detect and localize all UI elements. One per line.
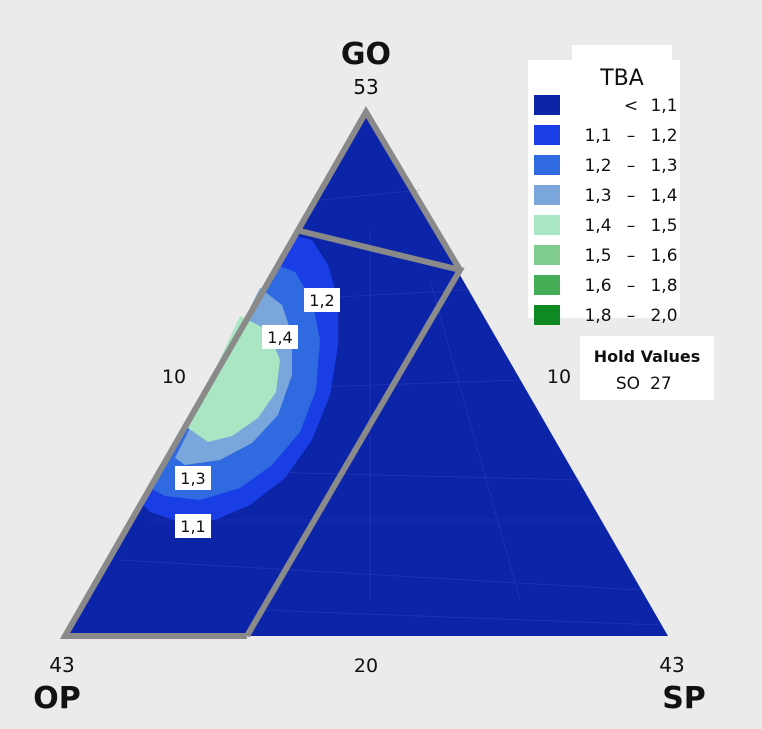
legend-swatch-0 [534, 95, 560, 115]
legend-high-5: 1,6 [650, 246, 677, 266]
legend-sep-0: < [624, 96, 638, 116]
triangle-outline [59, 106, 463, 639]
legend-sep-2: – [627, 156, 636, 176]
hold-values-box: Hold Values SO 27 [580, 336, 714, 400]
corner-max-op: 43 [49, 653, 74, 677]
corner-label-op: OP [33, 681, 81, 716]
legend-swatch-4 [534, 215, 560, 235]
legend-sep-7: – [627, 306, 636, 326]
svg-text:1,3: 1,3 [180, 469, 205, 488]
legend-sep-3: – [627, 186, 636, 206]
corner-label-sp: SP [662, 681, 706, 716]
legend-low-3: 1,3 [584, 186, 611, 206]
legend-sep-1: – [627, 126, 636, 146]
legend-low-6: 1,6 [584, 276, 611, 296]
legend-low-1: 1,1 [584, 126, 611, 146]
legend-low-2: 1,2 [584, 156, 611, 176]
svg-text:1,2: 1,2 [309, 291, 334, 310]
legend-swatch-1 [534, 125, 560, 145]
corner-max-go: 53 [353, 75, 378, 99]
legend-low-4: 1,4 [584, 216, 611, 236]
legend-swatch-6 [534, 275, 560, 295]
hold-values-title: Hold Values [594, 347, 700, 366]
contour-label-1-4: 1,4 [262, 325, 298, 349]
legend-sep-5: – [627, 246, 636, 266]
legend: TBA <1,11,1–1,21,2–1,31,3–1,41,4–1,51,5–… [528, 45, 680, 326]
contour-band-1-4-1-5 [188, 316, 280, 442]
corner-max-sp: 43 [659, 653, 684, 677]
corner-label-go: GO [341, 37, 391, 72]
contour-label-1-3: 1,3 [175, 466, 211, 490]
axis-tick-right: 10 [547, 366, 571, 388]
legend-title: TBA [599, 66, 644, 91]
legend-high-0: 1,1 [650, 96, 677, 116]
legend-low-5: 1,5 [584, 246, 611, 266]
hold-value-value: 27 [650, 374, 672, 394]
axis-tick-bottom: 20 [354, 655, 378, 677]
legend-swatch-3 [534, 185, 560, 205]
legend-high-4: 1,5 [650, 216, 677, 236]
legend-high-6: 1,8 [650, 276, 677, 296]
legend-high-1: 1,2 [650, 126, 677, 146]
svg-text:1,4: 1,4 [267, 328, 292, 347]
legend-swatch-5 [534, 245, 560, 265]
legend-swatch-7 [534, 305, 560, 325]
contour-label-1-2: 1,2 [304, 288, 340, 312]
svg-text:1,1: 1,1 [180, 517, 205, 536]
contour-label-1-1: 1,1 [175, 514, 211, 538]
legend-high-2: 1,3 [650, 156, 677, 176]
legend-swatch-2 [534, 155, 560, 175]
legend-sep-6: – [627, 276, 636, 296]
legend-sep-4: – [627, 216, 636, 236]
legend-high-3: 1,4 [650, 186, 677, 206]
hold-value-name: SO [616, 374, 640, 394]
axis-tick-left: 10 [162, 366, 186, 388]
legend-high-7: 2,0 [650, 306, 677, 326]
legend-low-7: 1,8 [584, 306, 611, 326]
